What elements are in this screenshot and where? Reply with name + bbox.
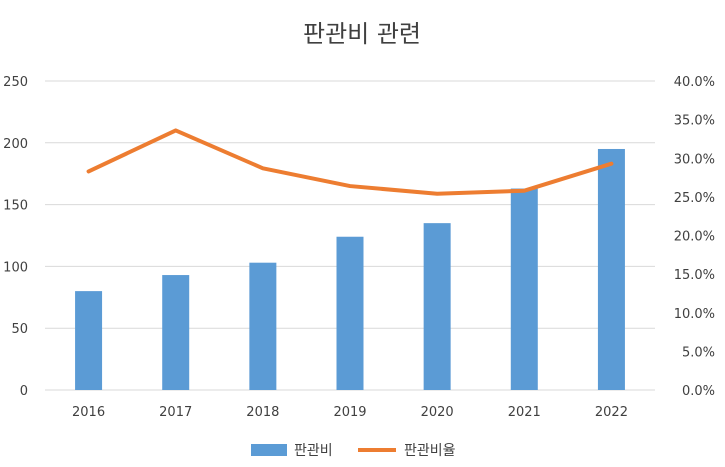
right-tick-label: 0.0% [682, 384, 715, 399]
left-axis-tick-labels: 0 50 100 150 200 250 [3, 75, 28, 399]
bar [423, 223, 451, 390]
bar [597, 148, 625, 390]
line-point [87, 169, 91, 173]
bar [75, 291, 103, 390]
right-tick-label: 5.0% [682, 345, 715, 360]
x-tick-label: 2016 [72, 405, 105, 420]
series-line [86, 128, 614, 196]
legend-label-line: 판관비율 [404, 443, 456, 459]
line-point [435, 192, 439, 196]
chart-title: 판관비 관련 [303, 20, 421, 48]
x-tick-label: 2017 [159, 405, 192, 420]
left-tick-label: 200 [3, 137, 28, 152]
x-axis-tick-labels: 2016 2017 2018 2019 2020 2021 2022 [72, 405, 628, 420]
right-tick-label: 10.0% [674, 307, 715, 322]
bar [510, 188, 538, 390]
bar [249, 262, 277, 390]
right-tick-label: 15.0% [674, 268, 715, 283]
x-tick-label: 2019 [333, 405, 366, 420]
line-point [174, 128, 178, 132]
left-tick-label: 50 [11, 322, 28, 337]
right-tick-label: 30.0% [674, 152, 715, 167]
right-axis-tick-labels: 0.0% 5.0% 10.0% 15.0% 20.0% 25.0% 30.0% 35.0% 40… [674, 75, 715, 399]
line-point [261, 166, 265, 170]
x-tick-label: 2020 [421, 405, 454, 420]
left-tick-label: 150 [3, 199, 28, 214]
left-tick-label: 0 [20, 384, 28, 399]
right-tick-label: 35.0% [674, 114, 715, 129]
line-point [348, 184, 352, 188]
bar [162, 275, 190, 390]
bar [336, 236, 364, 390]
line-series [86, 128, 614, 196]
x-tick-label: 2021 [508, 405, 541, 420]
x-tick-label: 2022 [595, 405, 628, 420]
legend-label-bar: 판관비 [294, 443, 333, 459]
right-tick-label: 20.0% [674, 230, 715, 245]
left-tick-label: 250 [3, 75, 28, 90]
line-point [609, 162, 613, 166]
right-tick-label: 40.0% [674, 75, 715, 90]
legend: 판관비 판관비율 [251, 443, 456, 459]
legend-swatch-bar [251, 444, 287, 456]
right-tick-label: 25.0% [674, 191, 715, 206]
left-tick-label: 100 [3, 260, 28, 275]
x-tick-label: 2018 [246, 405, 279, 420]
line-point [522, 189, 526, 193]
bar-series [75, 148, 625, 390]
